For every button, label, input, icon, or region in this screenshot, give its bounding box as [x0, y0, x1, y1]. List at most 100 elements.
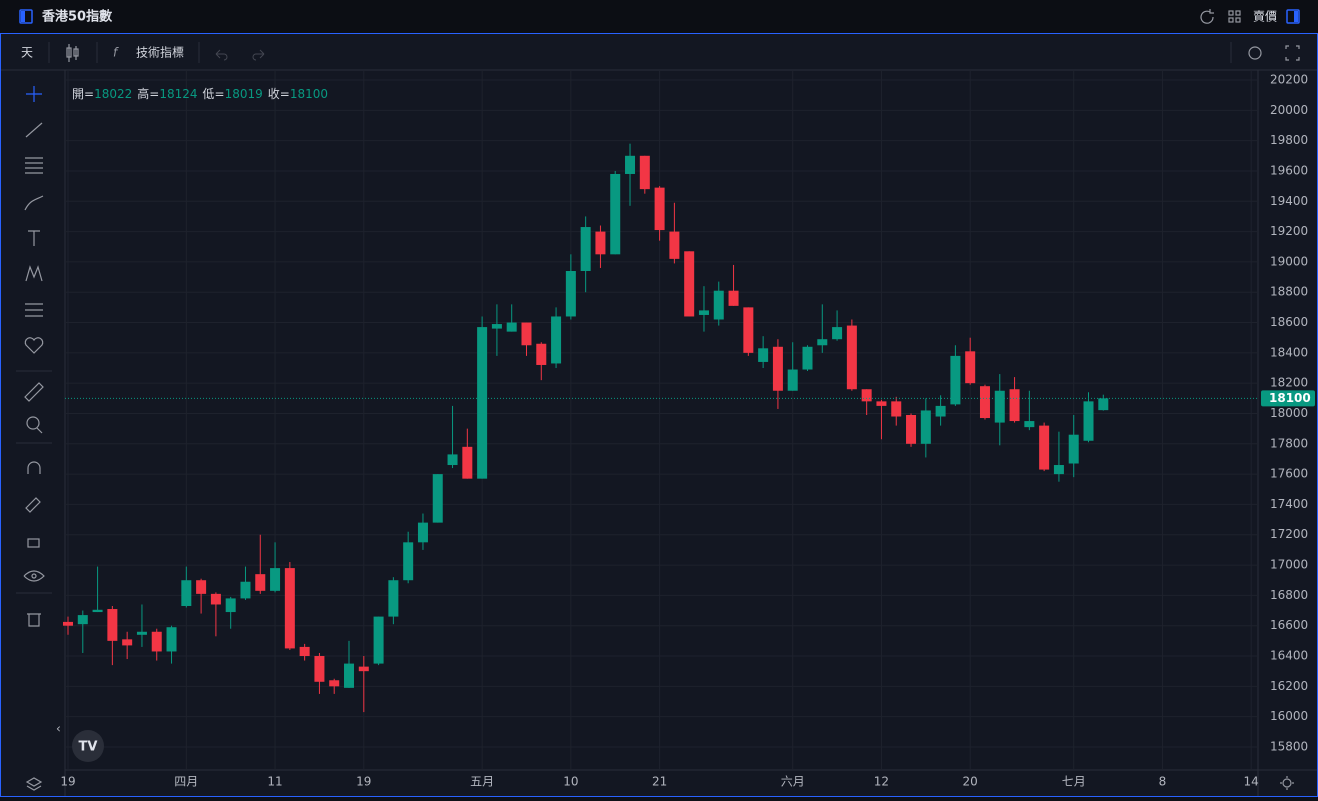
candle-body — [477, 327, 488, 479]
chart-type-icon[interactable] — [66, 44, 79, 62]
candle-body — [166, 627, 177, 652]
candle-body — [979, 386, 990, 419]
collapse-arrow[interactable]: ‹ — [56, 722, 61, 736]
y-tick-label: 19200 — [1270, 224, 1308, 238]
y-tick-label: 16400 — [1270, 649, 1308, 663]
candle-body — [965, 351, 976, 384]
ohlc-legend-label: 高= — [137, 86, 159, 101]
ohlc-legend-value: 18019 — [225, 87, 263, 101]
candle-body — [1098, 398, 1109, 411]
undo-icon[interactable] — [215, 49, 228, 61]
settings-icon[interactable] — [1248, 46, 1262, 60]
panel-icon-fill — [21, 11, 25, 22]
candle-body — [181, 580, 192, 606]
candle-body — [136, 631, 147, 635]
panel-icon[interactable] — [19, 9, 33, 24]
candle-body — [358, 666, 369, 672]
plot — [63, 143, 1258, 713]
ohlc-legend-label: 開= — [72, 87, 94, 101]
x-tick-label: 12 — [874, 775, 889, 789]
candle-body — [846, 325, 857, 390]
interval-button[interactable]: 天 — [21, 46, 33, 60]
candle-body — [1083, 401, 1094, 441]
candle-body — [713, 290, 724, 320]
chart-frame — [0, 33, 1318, 797]
candle-body — [758, 348, 769, 362]
drawing-tools[interactable] — [23, 86, 45, 791]
candle-body — [329, 680, 340, 687]
candle-body — [610, 173, 621, 255]
indicators-button[interactable]: 技術指標 — [136, 45, 184, 60]
logo-badge[interactable] — [72, 730, 104, 762]
candle-body — [388, 580, 399, 617]
y-tick-label: 16000 — [1270, 709, 1308, 723]
x-tick-label: 六月 — [781, 775, 805, 789]
candle-body — [551, 316, 562, 364]
y-tick-label: 18600 — [1270, 315, 1308, 329]
last-price-label: 18100 — [1269, 391, 1311, 405]
last-price-box — [1261, 390, 1315, 407]
candle-body — [669, 231, 680, 259]
y-tick-label: 20200 — [1270, 73, 1308, 87]
candle-body — [891, 401, 902, 417]
y-tick-label: 17600 — [1270, 467, 1308, 481]
y-tick-label: 17200 — [1270, 527, 1308, 541]
fx-icon: f — [113, 46, 119, 60]
candle-body — [772, 346, 783, 391]
x-tick-label: 14 — [1244, 775, 1259, 789]
candle-body — [595, 231, 606, 255]
candle-body — [107, 609, 118, 641]
layout-icon[interactable] — [1228, 10, 1241, 23]
logo: TV — [79, 740, 98, 755]
x-tick-label: 七月 — [1062, 775, 1086, 789]
candle-body — [1024, 421, 1035, 428]
candle-body — [270, 568, 281, 591]
candle-body — [950, 355, 961, 405]
candle-body — [698, 310, 709, 315]
ohlc-legend-value: 18124 — [159, 87, 197, 101]
y-tick-label: 18800 — [1270, 285, 1308, 299]
ohlc-legend: 開=18022 高=18124 低=18019 收=18100 — [72, 86, 328, 101]
candle-body — [876, 401, 887, 406]
candle-body — [225, 598, 236, 613]
y-tick-label: 19000 — [1270, 254, 1308, 268]
y-tick-label: 16600 — [1270, 618, 1308, 632]
candle-body — [625, 155, 636, 174]
candle-body — [787, 369, 798, 391]
refresh-icon[interactable] — [1200, 9, 1214, 24]
y-tick-label: 17000 — [1270, 558, 1308, 572]
candle-body — [817, 339, 828, 346]
candle-body — [196, 580, 207, 594]
x-tick-label: 四月 — [174, 775, 198, 789]
candle-body — [832, 327, 843, 340]
price-type[interactable]: 賣價 — [1253, 9, 1277, 24]
y-tick-label: 19800 — [1270, 133, 1308, 147]
x-tick-label: 11 — [267, 775, 282, 789]
candle-body — [684, 251, 695, 317]
candle-body — [906, 414, 917, 444]
symbol-title: 香港50指數 — [41, 9, 113, 25]
candle-body — [639, 155, 650, 190]
candle-body — [210, 593, 221, 605]
panel-icon-right[interactable] — [1286, 9, 1300, 24]
ohlc-legend-value: 18022 — [94, 87, 132, 101]
y-tick-label: 17800 — [1270, 436, 1308, 450]
x-tick-label: 8 — [1159, 775, 1167, 789]
y-tick-label: 19400 — [1270, 194, 1308, 208]
axis-settings-icon[interactable] — [1280, 776, 1294, 790]
x-tick-label: 19 — [60, 775, 75, 789]
y-tick-label: 18000 — [1270, 406, 1308, 420]
candle-body — [580, 227, 591, 271]
candle-body — [935, 405, 946, 417]
y-tick-label: 17400 — [1270, 497, 1308, 511]
candle-body — [92, 609, 103, 613]
candle-body — [373, 616, 384, 664]
redo-icon[interactable] — [252, 49, 265, 61]
candle-body — [536, 343, 547, 365]
candle-body — [994, 390, 1005, 423]
x-tick-label: 19 — [356, 775, 371, 789]
candle-body — [314, 656, 325, 682]
candle-body — [432, 474, 443, 523]
fullscreen-icon[interactable] — [1285, 45, 1300, 61]
